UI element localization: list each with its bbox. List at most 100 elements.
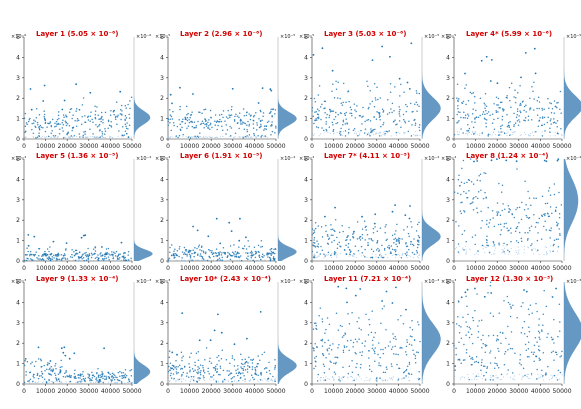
outlier-point [374, 213, 377, 216]
point [224, 252, 227, 254]
point [240, 119, 242, 122]
point [464, 114, 467, 116]
x-tick-label: 40000 [245, 265, 264, 272]
point [524, 180, 526, 182]
point [44, 259, 46, 261]
points [453, 281, 563, 381]
point [382, 110, 385, 112]
point [71, 117, 73, 120]
point [507, 349, 509, 351]
point [334, 356, 336, 358]
point [410, 135, 413, 137]
point [328, 114, 331, 117]
point [325, 120, 328, 123]
point [56, 258, 59, 260]
y-tick-label: 4 [446, 54, 450, 61]
axes [167, 159, 276, 262]
point [395, 338, 397, 340]
point [537, 348, 540, 351]
point [80, 381, 82, 382]
point [481, 359, 483, 361]
point [220, 358, 223, 360]
x-tick-label: 20000 [346, 388, 365, 395]
point [227, 109, 229, 112]
x-tick-label: 0 [22, 143, 26, 150]
point [270, 247, 273, 250]
point [245, 111, 248, 114]
point [336, 122, 339, 124]
point [333, 118, 335, 121]
point [333, 96, 336, 99]
point [170, 372, 172, 374]
point [350, 376, 352, 377]
point [100, 255, 102, 257]
point [391, 346, 394, 348]
point [79, 380, 81, 383]
point [390, 245, 393, 247]
point [219, 365, 222, 368]
point [326, 233, 329, 236]
panel-title: Layer 3 (5.03 × 10⁻⁶) [324, 30, 406, 38]
outlier-point [324, 215, 326, 218]
point [334, 373, 337, 375]
point [176, 250, 179, 252]
outlier-point [68, 357, 71, 360]
point [482, 248, 484, 250]
point [465, 84, 467, 86]
point [404, 120, 406, 122]
point [372, 344, 374, 346]
point [218, 257, 221, 259]
point [357, 131, 359, 133]
point [74, 377, 76, 380]
outlier-point [520, 76, 522, 79]
point [330, 234, 333, 236]
point [372, 231, 375, 234]
point [526, 239, 529, 241]
point [332, 376, 334, 378]
point [210, 117, 212, 119]
point [386, 257, 388, 259]
point [537, 221, 539, 224]
point [522, 301, 524, 304]
point [465, 295, 467, 298]
point [391, 248, 394, 251]
point [91, 254, 94, 256]
point [500, 127, 502, 130]
point [538, 318, 540, 320]
point [549, 135, 551, 137]
point [58, 258, 61, 261]
point [80, 378, 83, 381]
point [84, 115, 86, 117]
point [38, 259, 40, 261]
point [494, 362, 496, 365]
point [127, 250, 130, 253]
point [193, 136, 195, 138]
point [203, 371, 206, 374]
point [41, 376, 44, 378]
point [77, 119, 80, 122]
point [333, 362, 335, 364]
point [404, 253, 407, 255]
point [501, 101, 503, 103]
point [256, 136, 258, 138]
point [256, 122, 258, 124]
point [354, 132, 355, 134]
point [201, 112, 203, 114]
outlier-point [464, 72, 466, 75]
point [191, 378, 193, 380]
point [503, 223, 506, 225]
point [124, 114, 127, 117]
point [394, 233, 396, 235]
point [517, 241, 520, 244]
point [456, 247, 458, 249]
point [381, 256, 383, 259]
x-tick-label: 40000 [389, 143, 408, 150]
point [267, 380, 269, 382]
point [269, 253, 272, 255]
point [252, 123, 255, 125]
point [355, 110, 357, 113]
point [195, 125, 198, 127]
point [78, 109, 81, 111]
x-tick-label: 10000 [36, 265, 55, 272]
point [402, 118, 405, 121]
